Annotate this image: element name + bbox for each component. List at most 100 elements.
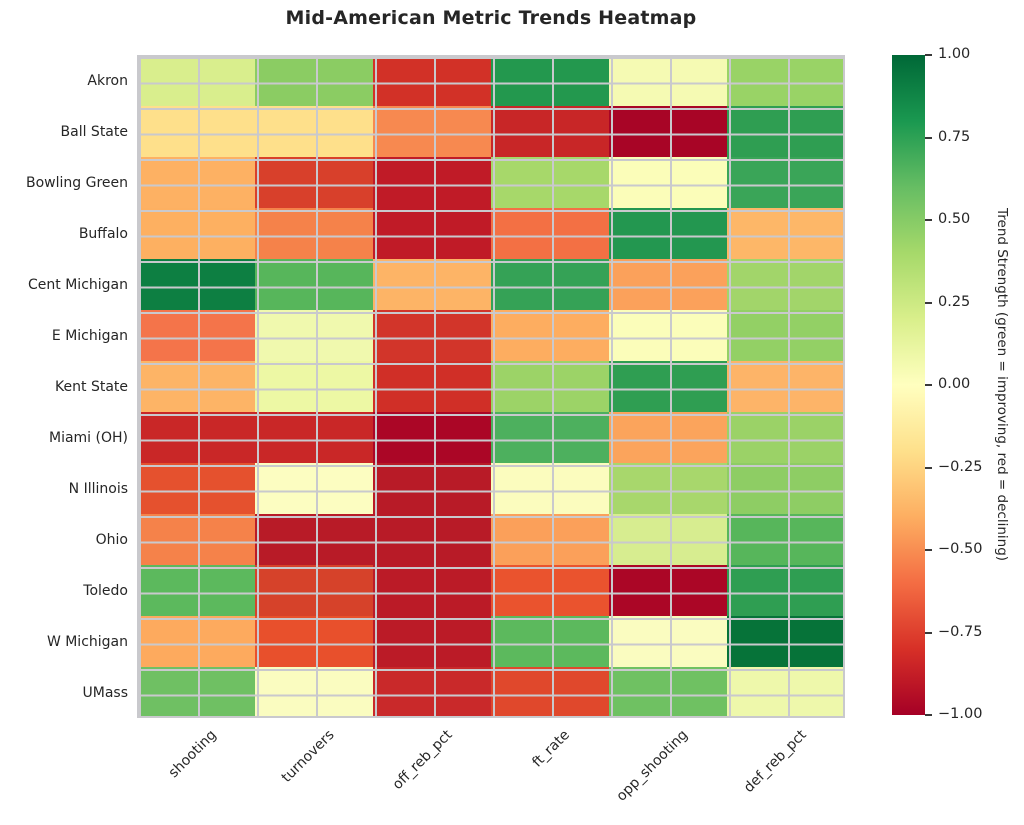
- colorbar-tick-mark: [925, 384, 932, 386]
- heatmap-cell: [137, 361, 255, 412]
- colorbar-tick-label: 1.00: [938, 46, 971, 62]
- heatmap-cell: [255, 412, 373, 463]
- colorbar-tick-label: −0.25: [938, 458, 983, 475]
- heatmap-cell: [255, 565, 373, 616]
- colorbar-tick-label: −1.00: [938, 706, 983, 722]
- heatmap-cell: [373, 259, 491, 310]
- heatmap-cell: [255, 616, 373, 667]
- colorbar-tick-mark: [925, 466, 932, 469]
- heatmap-cell: [255, 361, 373, 412]
- heatmap-cells: [137, 55, 845, 718]
- heatmap-cell: [609, 259, 727, 310]
- heatmap-cell: [491, 55, 609, 106]
- heatmap-cell: [609, 310, 727, 361]
- heatmap-cell: [137, 208, 255, 259]
- y-tick-label: E Michigan: [51, 327, 128, 344]
- heatmap-cell: [491, 565, 609, 616]
- heatmap-cell: [137, 106, 255, 157]
- y-tick-label: Cent Michigan: [28, 276, 128, 293]
- heatmap-cell: [373, 310, 491, 361]
- heatmap-cell: [727, 514, 845, 565]
- y-tick-label: UMass: [82, 684, 129, 701]
- heatmap-cell: [609, 361, 727, 412]
- colorbar-tick-mark: [925, 549, 932, 551]
- colorbar-tick-label: 0.50: [938, 211, 971, 227]
- heatmap-cell: [609, 106, 727, 157]
- heatmap-cell: [491, 361, 609, 412]
- heatmap-cell: [727, 310, 845, 361]
- heatmap-cell: [373, 616, 491, 667]
- y-tick-label: Toledo: [83, 582, 128, 599]
- heatmap-cell: [137, 55, 255, 106]
- heatmap-cell: [491, 667, 609, 718]
- heatmap-cell: [491, 412, 609, 463]
- colorbar-tick-label: 0.00: [938, 376, 971, 392]
- colorbar-tick-mark: [925, 714, 932, 716]
- heatmap-cell: [255, 106, 373, 157]
- y-tick-label: Akron: [87, 72, 128, 89]
- colorbar-tick-label: 0.25: [938, 293, 971, 310]
- x-tick-label: ft_rate: [529, 727, 574, 771]
- heatmap-cell: [609, 55, 727, 106]
- heatmap-cell: [609, 514, 727, 565]
- heatmap-cell: [373, 565, 491, 616]
- heatmap-cell: [491, 463, 609, 514]
- heatmap-cell: [727, 208, 845, 259]
- colorbar-tick-mark: [925, 301, 932, 304]
- heatmap-cell: [373, 463, 491, 514]
- heatmap-cell: [255, 55, 373, 106]
- heatmap-cell: [373, 106, 491, 157]
- heatmap-cell: [609, 463, 727, 514]
- x-tick-label: shooting: [165, 727, 220, 782]
- heatmap-cell: [727, 565, 845, 616]
- heatmap-cell: [727, 55, 845, 106]
- colorbar-tick-label: 0.75: [938, 128, 971, 145]
- heatmap-cell: [609, 565, 727, 616]
- heatmap-cell: [727, 157, 845, 208]
- heatmap-cell: [727, 361, 845, 412]
- heatmap-cell: [373, 55, 491, 106]
- heatmap-cell: [137, 565, 255, 616]
- colorbar-tick-mark: [925, 631, 932, 634]
- heatmap-cell: [373, 412, 491, 463]
- y-tick-label: Ohio: [95, 531, 128, 548]
- x-tick-label: off_reb_pct: [389, 727, 456, 793]
- colorbar-tick-mark: [925, 54, 932, 56]
- heatmap-cell: [727, 259, 845, 310]
- heatmap-cell: [491, 208, 609, 259]
- heatmap-cell: [373, 208, 491, 259]
- colorbar-label: Trend Strength (green = improving, red =…: [994, 208, 1010, 562]
- heatmap-cell: [137, 667, 255, 718]
- heatmap-cell: [255, 157, 373, 208]
- heatmap-cell: [609, 412, 727, 463]
- heatmap-cell: [137, 259, 255, 310]
- y-tick-label: Ball State: [60, 123, 128, 140]
- heatmap-cell: [255, 463, 373, 514]
- x-tick-label: def_reb_pct: [740, 727, 810, 796]
- heatmap-cell: [373, 514, 491, 565]
- y-tick-label: N Illinois: [68, 480, 128, 497]
- y-tick-label: Buffalo: [78, 225, 128, 242]
- heatmap-cell: [137, 616, 255, 667]
- heatmap-cell: [609, 616, 727, 667]
- heatmap-cell: [255, 208, 373, 259]
- heatmap-plot: [137, 55, 845, 718]
- heatmap-cell: [137, 463, 255, 514]
- chart-title: Mid-American Metric Trends Heatmap: [285, 7, 697, 29]
- colorbar-tick-label: −0.75: [938, 623, 983, 640]
- y-tick-label: Bowling Green: [25, 174, 128, 191]
- heatmap-cell: [255, 667, 373, 718]
- colorbar: [892, 55, 925, 715]
- heatmap-cell: [727, 463, 845, 514]
- colorbar-tick-label: −0.50: [938, 541, 983, 557]
- heatmap-cell: [609, 208, 727, 259]
- y-tick-label: W Michigan: [46, 633, 128, 650]
- heatmap-cell: [491, 106, 609, 157]
- heatmap-cell: [137, 412, 255, 463]
- heatmap-cell: [491, 157, 609, 208]
- heatmap-cell: [491, 514, 609, 565]
- y-tick-label: Miami (OH): [49, 429, 128, 446]
- heatmap-cell: [491, 259, 609, 310]
- x-tick-label: turnovers: [278, 727, 338, 786]
